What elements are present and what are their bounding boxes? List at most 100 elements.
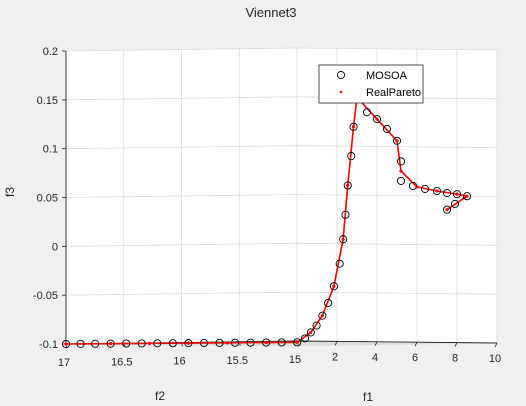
grid-z-yz-4 bbox=[65, 145, 298, 150]
realpareto-point-3 bbox=[186, 341, 190, 345]
grid-z-yz-3 bbox=[65, 194, 298, 198]
mosoa-point-27 bbox=[349, 122, 358, 131]
realpareto-point-1 bbox=[109, 342, 113, 346]
mosoa-point-14 bbox=[277, 338, 286, 347]
mosoa-point-18 bbox=[312, 321, 321, 330]
mosoa-point-15 bbox=[293, 338, 302, 347]
x-tick-mark-4 bbox=[494, 342, 498, 348]
y-tick-label-2: 16 bbox=[173, 356, 185, 368]
mosoa-point-23 bbox=[339, 235, 348, 244]
y-tick-label-1: 15.5 bbox=[227, 355, 248, 367]
grid-z-yz-5 bbox=[65, 96, 298, 101]
grid-z-yz-6 bbox=[65, 47, 298, 52]
mosoa-point-36 bbox=[420, 184, 430, 193]
realpareto-point-2 bbox=[147, 341, 152, 345]
x-tick-mark-3 bbox=[454, 342, 458, 347]
x-tick-mark-0 bbox=[334, 341, 338, 346]
grid-z-yz-2 bbox=[65, 242, 298, 247]
mosoa-point-25 bbox=[343, 181, 352, 190]
mosoa-point-34 bbox=[396, 176, 406, 185]
mosoa-point-7 bbox=[168, 339, 177, 348]
realpareto-point-6 bbox=[295, 340, 299, 344]
x-tick-label-0: 2 bbox=[332, 351, 338, 363]
mosoa-point-21 bbox=[329, 282, 338, 291]
mosoa-point-4 bbox=[122, 339, 131, 348]
x-tick-mark-1 bbox=[374, 341, 378, 346]
mosoa-point-13 bbox=[262, 338, 271, 347]
tick-labels: 2 4 6 8 10 15 15.5 16 16.5 17-0.1 -0.05 0 0.05 0.1 0.1… bbox=[33, 46, 501, 369]
chart-title: Viennet3 bbox=[245, 5, 296, 20]
z-tick-label-2: 0 bbox=[52, 241, 58, 253]
mosoa-point-42 bbox=[442, 205, 452, 214]
realpareto-point-4 bbox=[225, 341, 229, 345]
mosoa-point-22 bbox=[335, 259, 344, 268]
mosoa-point-10 bbox=[215, 338, 224, 347]
z-tick-label-5: 0.15 bbox=[37, 95, 58, 107]
mosoa-point-24 bbox=[341, 210, 350, 219]
mosoa-point-39 bbox=[452, 190, 462, 199]
x-tick-mark-2 bbox=[414, 342, 418, 347]
mosoa-point-2 bbox=[91, 339, 100, 348]
realpareto-point-5 bbox=[264, 340, 268, 345]
realpareto-point-20 bbox=[465, 194, 469, 198]
y-tick-label-0: 15 bbox=[289, 354, 301, 366]
z-axis-label: f3 bbox=[3, 187, 17, 197]
x-tick-label-1: 4 bbox=[372, 352, 378, 364]
realpareto-point-0 bbox=[64, 342, 68, 346]
realpareto-point-19 bbox=[455, 192, 459, 196]
plot-area bbox=[61, 93, 472, 349]
mosoa-point-37 bbox=[432, 186, 442, 196]
grid-z-xz-2 bbox=[296, 242, 498, 246]
mosoa-point-9 bbox=[199, 338, 208, 348]
z-tick-label-1: -0.05 bbox=[33, 290, 58, 302]
mosoa-point-5 bbox=[137, 339, 146, 348]
z-tick-label-0: -0.1 bbox=[39, 339, 58, 351]
mosoa-point-3 bbox=[106, 339, 115, 348]
realpareto-point-21 bbox=[445, 208, 449, 212]
mosoa-point-0 bbox=[61, 339, 71, 349]
mosoa-point-16 bbox=[300, 334, 310, 343]
mosoa-point-41 bbox=[450, 199, 460, 208]
realpareto-point-12 bbox=[351, 125, 356, 129]
legend-marker-realpareto bbox=[339, 90, 343, 94]
realpareto-point-18 bbox=[435, 189, 439, 193]
mosoa-point-26 bbox=[347, 152, 356, 161]
mosoa-point-17 bbox=[306, 328, 315, 337]
x-tick-label-3: 8 bbox=[452, 353, 458, 365]
mosoa-point-31 bbox=[382, 124, 392, 134]
grid-z-xz-6 bbox=[296, 47, 498, 51]
legend: MOSOA RealPareto bbox=[318, 64, 424, 104]
mosoa-point-12 bbox=[246, 338, 255, 347]
grid-z-xz-1 bbox=[296, 291, 498, 295]
legend-label-mosoa: MOSOA bbox=[366, 70, 408, 82]
realpareto-point-7 bbox=[309, 330, 313, 335]
legend-marker-mosoa bbox=[336, 70, 346, 80]
realpareto-point-10 bbox=[341, 237, 345, 241]
z-tick-label-3: 0.05 bbox=[37, 193, 58, 205]
x-axis-label: f1 bbox=[363, 390, 373, 404]
realpareto-point-11 bbox=[346, 183, 350, 188]
mosoa-point-8 bbox=[184, 339, 193, 348]
mosoa-point-30 bbox=[372, 115, 382, 124]
y-axis-label: f2 bbox=[155, 389, 165, 403]
x-tick-label-4: 10 bbox=[489, 353, 501, 365]
y-tick-label-4: 17 bbox=[58, 357, 70, 369]
grid-z-yz-1 bbox=[65, 291, 298, 296]
mosoa-point-32 bbox=[392, 136, 402, 145]
mosoa-point-33 bbox=[396, 157, 406, 166]
mosoa-point-11 bbox=[230, 338, 240, 347]
mosoa-point-35 bbox=[408, 181, 418, 190]
y-tick-label-3: 16.5 bbox=[111, 356, 132, 368]
realpareto-point-14 bbox=[375, 117, 379, 121]
z-tick-label-4: 0.1 bbox=[43, 144, 58, 156]
realpareto-point-16 bbox=[399, 169, 403, 173]
realpareto-point-9 bbox=[332, 284, 336, 288]
mosoa-point-29 bbox=[362, 108, 372, 117]
x-tick-label-2: 6 bbox=[412, 352, 418, 364]
mosoa-point-20 bbox=[324, 298, 333, 307]
realpareto-point-15 bbox=[395, 139, 399, 143]
mosoa-point-19 bbox=[318, 311, 327, 320]
realpareto-point-8 bbox=[320, 314, 324, 318]
mosoa-point-1 bbox=[76, 339, 85, 348]
